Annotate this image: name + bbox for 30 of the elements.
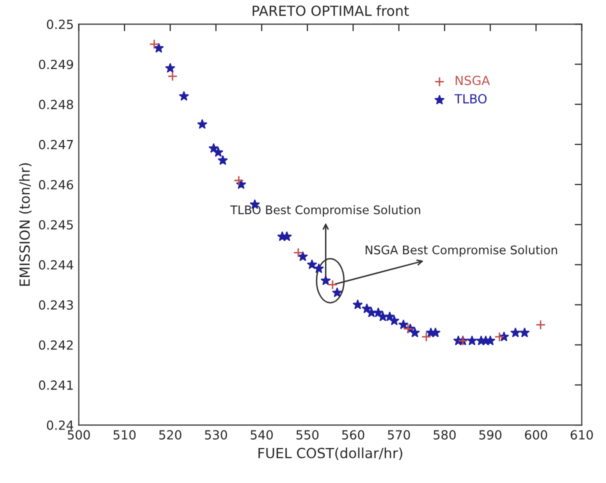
y-axis-title: EMISSION (ton/hr) bbox=[19, 163, 32, 286]
y-tick-label: 0.242 bbox=[38, 340, 73, 350]
y-tick-label: 0.241 bbox=[38, 380, 73, 390]
x-tick-label: 520 bbox=[159, 430, 182, 440]
chart-title: PARETO OPTIMAL front bbox=[252, 5, 409, 16]
x-tick-label: 590 bbox=[479, 430, 502, 440]
y-tick-label: 0.244 bbox=[38, 260, 74, 270]
x-tick-label: 530 bbox=[204, 430, 228, 440]
legend-label: NSGA bbox=[456, 76, 490, 86]
y-tick-label: 0.246 bbox=[38, 180, 74, 190]
y-tick-label: 0.245 bbox=[38, 220, 73, 230]
x-tick-label: 580 bbox=[434, 430, 456, 440]
y-tick-label: 0.25 bbox=[46, 20, 73, 30]
annotation: NSGA Best Compromise Solution bbox=[366, 245, 558, 257]
y-tick-label: 0.249 bbox=[38, 60, 74, 70]
x-tick-label: 540 bbox=[250, 430, 273, 440]
annotation: TLBO Best Compromise Solution bbox=[230, 205, 420, 217]
x-tick-label: 610 bbox=[570, 430, 593, 440]
y-tick-label: 0.248 bbox=[38, 100, 74, 110]
legend-label: TLBO bbox=[454, 94, 487, 104]
x-tick-label: 600 bbox=[524, 430, 548, 440]
x-tick-label: 510 bbox=[114, 430, 136, 440]
x-tick-label: 500 bbox=[68, 430, 90, 440]
x-tick-label: 550 bbox=[296, 430, 319, 440]
y-tick-label: 0.247 bbox=[38, 140, 73, 150]
y-tick-label: 0.24 bbox=[46, 420, 74, 430]
y-tick-label: 0.243 bbox=[38, 300, 73, 310]
x-axis-title: FUEL COST(dollar/hr) bbox=[258, 448, 402, 460]
x-tick-label: 570 bbox=[388, 430, 410, 440]
x-tick-label: 560 bbox=[342, 430, 364, 440]
